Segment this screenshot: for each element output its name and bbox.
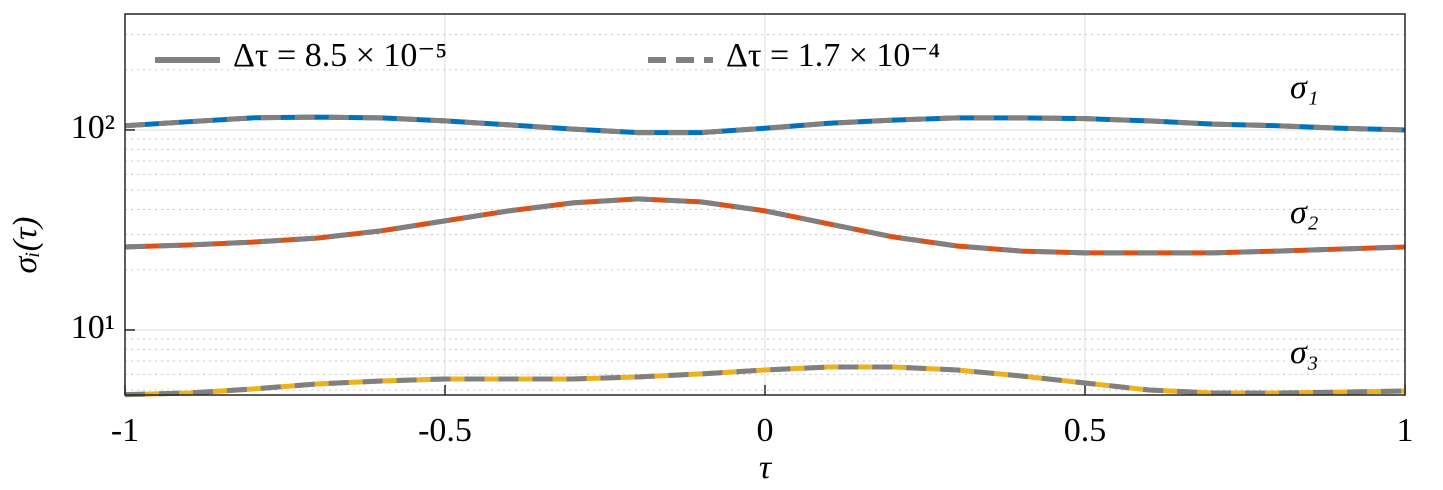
y-tick-label: 10¹ [71, 309, 115, 346]
y-tick-label: 10² [71, 109, 115, 146]
x-tick-label: 1 [1397, 412, 1414, 449]
series-line-dashed [124, 114, 1406, 136]
series-label: σ₁ [1290, 69, 1319, 106]
x-tick-label: -0.5 [418, 412, 472, 449]
legend-label: Δτ = 8.5 × 10⁻⁵ [233, 37, 447, 74]
series-line-dashed [124, 196, 1406, 256]
x-axis-label: τ [759, 449, 773, 486]
plot-frame [124, 13, 1406, 396]
x-tick-label: -1 [111, 412, 139, 449]
x-tick-label: 0 [757, 412, 774, 449]
series-label: σ₃ [1290, 334, 1319, 371]
series-label: σ₂ [1290, 194, 1319, 231]
legend-label: Δτ = 1.7 × 10⁻⁴ [726, 37, 940, 74]
y-axis-label: σᵢ(τ) [7, 217, 44, 274]
series-line-dashed [124, 364, 1406, 398]
x-tick-label: 0.5 [1064, 412, 1107, 449]
